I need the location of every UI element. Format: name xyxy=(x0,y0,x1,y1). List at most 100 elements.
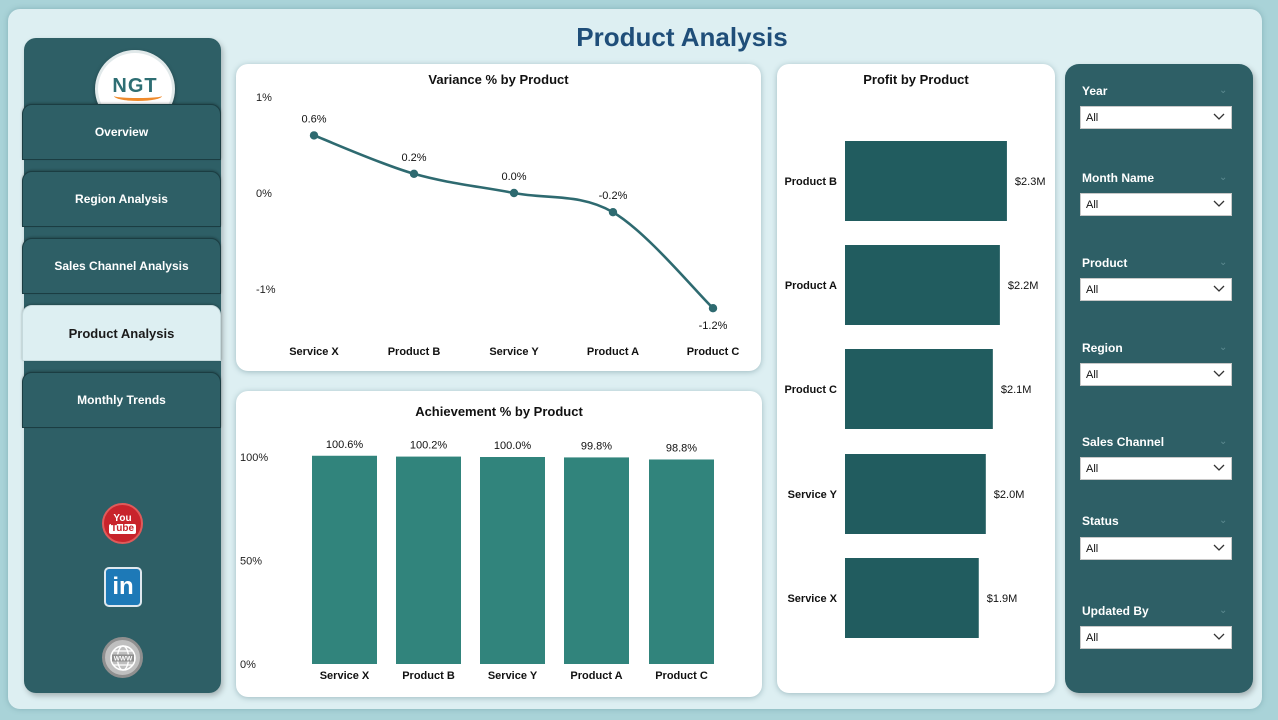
chevron-down-icon xyxy=(1213,113,1225,120)
profit-data-label: $2.0M xyxy=(994,489,1025,501)
linkedin-text: in xyxy=(112,573,134,600)
globe-svg: WWW xyxy=(109,644,136,671)
achievement-data-label: 100.6% xyxy=(326,439,364,451)
achievement-data-label: 100.0% xyxy=(494,440,532,452)
x-tick-label: Product B xyxy=(402,670,455,682)
y-tick-label: 1% xyxy=(256,92,272,104)
variance-data-label: -1.2% xyxy=(699,320,728,332)
filter-sales-channel-value: All xyxy=(1086,462,1099,475)
filter-updated-by-chevron-icon[interactable]: ⌄ xyxy=(1219,605,1228,616)
chevron-down-icon xyxy=(1213,370,1225,377)
x-tick-label: Product B xyxy=(388,346,441,358)
achievement-bar-chart: 100% 50% 0% 100.6% Service X 100.2% Product B 1… xyxy=(240,439,714,682)
linkedin-icon[interactable]: in xyxy=(104,567,142,607)
x-tick-label: Product C xyxy=(655,670,708,682)
youtube-icon[interactable]: You Tube xyxy=(102,503,143,544)
chevron-down-icon xyxy=(1213,200,1225,207)
nav-region-analysis-button[interactable]: Region Analysis xyxy=(22,171,221,227)
variance-chart-card: Variance % by Product 1% 0% -1% 0.6% Service… xyxy=(236,64,761,371)
nav-monthly-trends-button[interactable]: Monthly Trends xyxy=(22,372,221,428)
variance-data-label: -0.2% xyxy=(599,190,628,202)
profit-data-label: $2.1M xyxy=(1001,384,1032,396)
y-tick-label: 50% xyxy=(240,556,262,568)
variance-chart-title: Variance % by Product xyxy=(428,72,569,87)
nav-product-analysis-button[interactable]: Product Analysis xyxy=(22,305,221,361)
y-tick-label: 0% xyxy=(256,188,272,200)
filter-year-select[interactable]: All xyxy=(1080,106,1232,129)
filters-panel: Year ⌄ All Month Name ⌄ All Product ⌄ Al… xyxy=(1065,64,1253,693)
globe-www-icon[interactable]: WWW xyxy=(102,637,143,678)
achievement-bar xyxy=(649,459,714,664)
variance-point xyxy=(708,304,718,313)
y-category-label: Product B xyxy=(784,176,837,188)
achievement-bar xyxy=(312,455,377,664)
filter-sales-channel-chevron-icon[interactable]: ⌄ xyxy=(1219,436,1228,447)
achievement-data-label: 98.8% xyxy=(666,442,697,454)
achievement-data-label: 99.8% xyxy=(581,440,612,452)
variance-point xyxy=(509,188,519,198)
filter-month-value: All xyxy=(1086,198,1099,211)
filter-updated-by-label: Updated By xyxy=(1082,604,1149,618)
filter-month-select[interactable]: All xyxy=(1080,193,1232,216)
achievement-chart-title: Achievement % by Product xyxy=(415,404,583,419)
filter-year-chevron-icon[interactable]: ⌄ xyxy=(1219,85,1228,96)
filter-updated-by-select[interactable]: All xyxy=(1080,626,1232,649)
x-tick-label: Service X xyxy=(320,670,370,682)
filter-product-label: Product xyxy=(1082,256,1128,270)
filter-region-value: All xyxy=(1086,368,1099,381)
filter-product-chevron-icon[interactable]: ⌄ xyxy=(1219,257,1228,268)
filter-status-select[interactable]: All xyxy=(1080,537,1232,560)
profit-bar xyxy=(845,245,1000,325)
filter-product-value: All xyxy=(1086,283,1099,296)
filter-status-label: Status xyxy=(1082,514,1119,528)
filter-status-chevron-icon[interactable]: ⌄ xyxy=(1219,515,1228,526)
youtube-text-bottom: Tube xyxy=(108,522,137,534)
achievement-data-label: 100.2% xyxy=(410,440,448,452)
profit-data-label: $1.9M xyxy=(987,593,1018,605)
profit-bar-chart: $2.3M Product B $2.2M Product A $2.1M Product… xyxy=(784,141,1046,638)
profit-bar xyxy=(845,349,993,429)
variance-point xyxy=(409,169,419,178)
variance-line-chart: 1% 0% -1% 0.6% Service X 0.2% Product B 0.0% Ser… xyxy=(256,92,740,358)
y-tick-label: -1% xyxy=(256,284,276,296)
x-tick-label: Product A xyxy=(587,346,639,358)
variance-series-line xyxy=(313,134,714,310)
profit-chart-title: Profit by Product xyxy=(863,72,969,87)
filter-region-chevron-icon[interactable]: ⌄ xyxy=(1219,342,1228,353)
filter-month-chevron-icon[interactable]: ⌄ xyxy=(1219,172,1228,183)
x-tick-label: Product A xyxy=(570,670,622,682)
profit-data-label: $2.2M xyxy=(1008,280,1039,292)
y-category-label: Service X xyxy=(787,593,837,605)
x-tick-label: Product C xyxy=(687,346,740,358)
chevron-down-icon xyxy=(1213,285,1225,292)
y-tick-label: 0% xyxy=(240,659,256,671)
profit-bar xyxy=(845,454,986,534)
variance-data-label: 0.2% xyxy=(401,152,426,164)
chevron-down-icon xyxy=(1213,464,1225,471)
filter-product-select[interactable]: All xyxy=(1080,278,1232,301)
chevron-down-icon xyxy=(1213,544,1225,551)
achievement-chart-card: Achievement % by Product 100% 50% 0% 100.6%… xyxy=(236,391,762,697)
page-title: Product Analysis xyxy=(576,22,788,52)
filter-month-label: Month Name xyxy=(1082,171,1154,185)
chevron-down-icon xyxy=(1213,633,1225,640)
filter-sales-channel-select[interactable]: All xyxy=(1080,457,1232,480)
svg-text:WWW: WWW xyxy=(113,655,132,662)
profit-chart-card: Profit by Product $2.3M Product B $2.2M Pro… xyxy=(777,64,1055,693)
nav-sales-channel-analysis-button[interactable]: Sales Channel Analysis xyxy=(22,238,221,294)
variance-data-label: 0.0% xyxy=(501,171,526,183)
achievement-bar xyxy=(396,456,461,664)
profit-bar xyxy=(845,141,1007,221)
logo-swoosh-icon xyxy=(114,91,162,101)
nav-overview-button[interactable]: Overview xyxy=(22,104,221,160)
x-tick-label: Service X xyxy=(289,346,339,358)
youtube-text-top: You xyxy=(113,512,132,524)
y-category-label: Product C xyxy=(784,384,837,396)
filter-year-label: Year xyxy=(1082,84,1108,98)
filter-region-label: Region xyxy=(1082,341,1123,355)
profit-data-label: $2.3M xyxy=(1015,176,1046,188)
filter-sales-channel-label: Sales Channel xyxy=(1082,435,1165,449)
y-category-label: Service Y xyxy=(788,489,838,501)
filter-region-select[interactable]: All xyxy=(1080,363,1232,386)
achievement-bar xyxy=(480,457,545,664)
